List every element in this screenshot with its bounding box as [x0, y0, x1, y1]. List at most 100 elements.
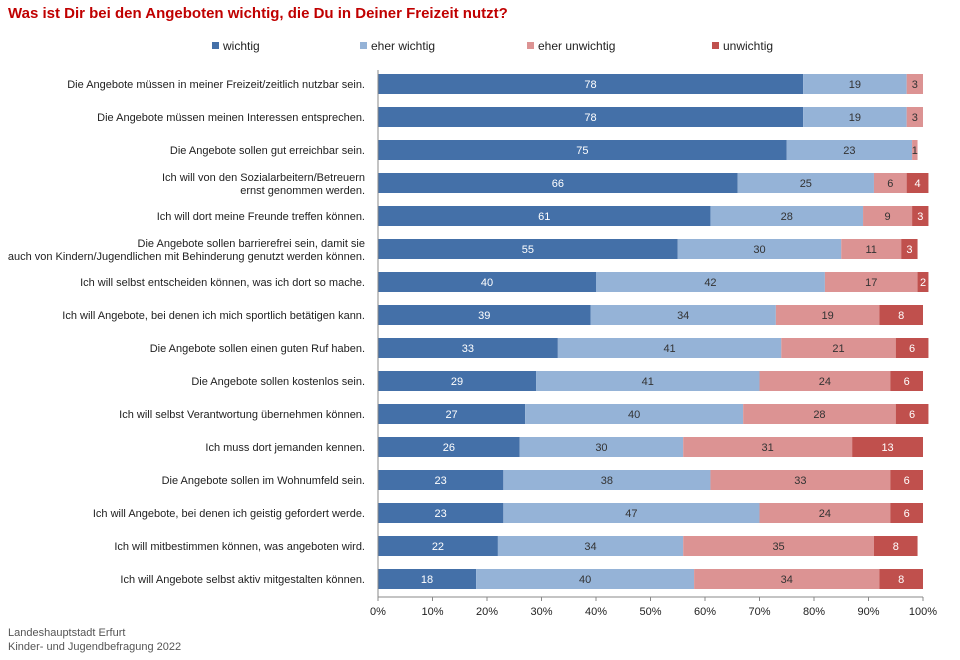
bar-row: 29 41 24 6 — [378, 371, 923, 391]
legend-item-1: eher wichtig — [360, 39, 435, 53]
bar-segment — [710, 470, 891, 490]
bar-segment — [596, 272, 825, 292]
bar-segment — [378, 437, 520, 457]
data-label: 19 — [822, 310, 834, 322]
bar-segment — [873, 536, 918, 556]
x-tick-label: 60% — [694, 606, 716, 618]
category-label: Die Angebote sollen gut erreichbar sein. — [170, 145, 365, 157]
data-label: 6 — [904, 376, 910, 388]
data-label: 39 — [478, 310, 490, 322]
bar-row: 66 25 6 4 — [378, 173, 929, 193]
data-label: 24 — [819, 508, 831, 520]
stacked-bar-chart: wichtig eher wichtig eher unwichtig unwicht… — [8, 39, 937, 618]
data-label: 78 — [584, 112, 596, 124]
data-label: 19 — [849, 112, 861, 124]
data-label: 3 — [917, 211, 923, 223]
category-label-line: Die Angebote sollen barrierefrei sein, d… — [138, 238, 365, 250]
category-label: Ich muss dort jemanden kennen. — [205, 442, 365, 454]
data-label: 9 — [885, 211, 891, 223]
data-label: 22 — [432, 541, 444, 553]
data-label: 41 — [663, 343, 675, 355]
bar-segment — [737, 173, 874, 193]
x-tick-label: 10% — [421, 606, 443, 618]
bar-segment — [841, 239, 902, 259]
data-label: 40 — [628, 409, 640, 421]
data-label: 29 — [451, 376, 463, 388]
x-tick-label: 40% — [585, 606, 607, 618]
bar-segment — [786, 140, 913, 160]
bar-segment — [824, 272, 918, 292]
bar-segment — [378, 404, 526, 424]
legend-swatch — [212, 42, 219, 49]
data-label: 6 — [909, 343, 915, 355]
data-label: 30 — [595, 442, 607, 454]
bar-segment — [378, 74, 804, 94]
data-label: 33 — [462, 343, 474, 355]
bar-segment — [476, 569, 695, 589]
data-label: 42 — [704, 277, 716, 289]
bar-segment — [378, 107, 804, 127]
data-label: 33 — [794, 475, 806, 487]
bar-segment — [906, 107, 923, 127]
bar-row: 23 38 33 6 — [378, 470, 923, 490]
category-label: Die Angebote sollen kostenlos sein. — [191, 376, 365, 388]
x-tick-label: 100% — [909, 606, 937, 618]
bar-segment — [890, 503, 923, 523]
data-label: 6 — [904, 508, 910, 520]
bar-segment — [503, 503, 760, 523]
bar-row: 55 30 11 3 — [378, 239, 918, 259]
bar-segment — [890, 470, 923, 490]
bar-segment — [536, 371, 760, 391]
data-label: 17 — [865, 277, 877, 289]
bar-segment — [677, 239, 842, 259]
category-label: Ich will selbst Verantwortung übernehmen… — [119, 409, 365, 421]
x-tick-label: 20% — [476, 606, 498, 618]
data-label: 78 — [584, 79, 596, 91]
data-label: 75 — [576, 145, 588, 157]
bar-segment — [901, 239, 918, 259]
category-label: Ich will Angebote, bei denen ich mich sp… — [62, 310, 365, 322]
bars: 78 19 378 19 375 23 166 25 6 461 28 9 355 30 11 340 42 17… — [378, 74, 929, 589]
x-tick-label: 0% — [370, 606, 386, 618]
bar-segment — [378, 503, 504, 523]
data-label: 8 — [898, 574, 904, 586]
bar-row: 33 41 21 6 — [378, 338, 929, 358]
x-tick-label: 70% — [748, 606, 770, 618]
data-label: 3 — [906, 244, 912, 256]
bar-segment — [873, 173, 907, 193]
data-label: 13 — [881, 442, 893, 454]
bar-row: 78 19 3 — [378, 74, 923, 94]
bar-row: 61 28 9 3 — [378, 206, 929, 226]
bar-segment — [525, 404, 744, 424]
bar-segment — [895, 404, 929, 424]
bar-segment — [694, 569, 880, 589]
data-label: 2 — [920, 277, 926, 289]
bar-row: 40 42 17 2 — [378, 272, 929, 292]
bar-row: 75 23 1 — [378, 140, 918, 160]
bar-segment — [378, 272, 596, 292]
data-label: 66 — [552, 178, 564, 190]
legend: wichtig eher wichtig eher unwichtig unwicht… — [212, 39, 773, 53]
bar-segment — [803, 107, 907, 127]
bar-segment — [378, 305, 591, 325]
category-label: Ich will von den Sozialarbeitern/Betreue… — [162, 172, 365, 197]
bar-segment — [683, 536, 874, 556]
category-label: Ich will dort meine Freunde treffen könn… — [157, 211, 365, 223]
data-label: 35 — [772, 541, 784, 553]
bar-segment — [378, 338, 558, 358]
bar-segment — [759, 371, 891, 391]
legend-item-0: wichtig — [212, 39, 260, 53]
data-label: 27 — [445, 409, 457, 421]
bar-segment — [378, 239, 678, 259]
category-label: Die Angebote müssen meinen Interessen en… — [97, 112, 365, 124]
data-label: 6 — [904, 475, 910, 487]
data-label: 23 — [843, 145, 855, 157]
bar-segment — [912, 140, 918, 160]
data-label: 3 — [912, 79, 918, 91]
data-label: 3 — [912, 112, 918, 124]
data-label: 34 — [584, 541, 596, 553]
legend-item-3: unwichtig — [712, 39, 773, 53]
category-label: Ich will Angebote selbst aktiv mitgestal… — [120, 574, 365, 586]
data-label: 21 — [832, 343, 844, 355]
bar-row: 39 34 19 8 — [378, 305, 923, 325]
